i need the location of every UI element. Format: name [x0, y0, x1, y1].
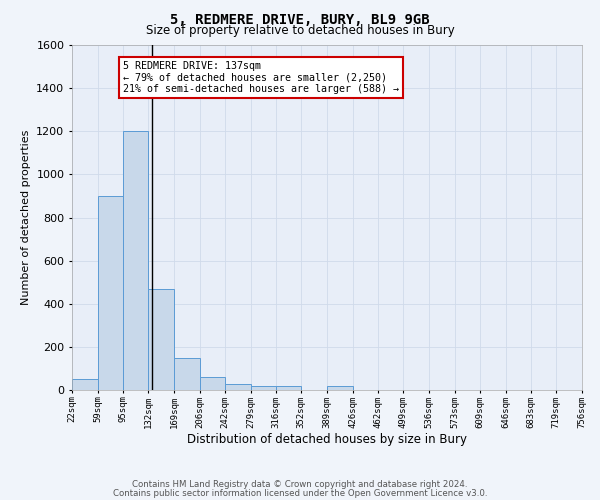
Bar	[174, 358, 200, 390]
Bar	[148, 288, 174, 390]
Text: Contains HM Land Registry data © Crown copyright and database right 2024.: Contains HM Land Registry data © Crown c…	[132, 480, 468, 489]
Bar	[98, 196, 123, 390]
X-axis label: Distribution of detached houses by size in Bury: Distribution of detached houses by size …	[187, 434, 467, 446]
Bar	[251, 386, 276, 390]
Text: Size of property relative to detached houses in Bury: Size of property relative to detached ho…	[146, 24, 454, 37]
Text: Contains public sector information licensed under the Open Government Licence v3: Contains public sector information licen…	[113, 489, 487, 498]
Y-axis label: Number of detached properties: Number of detached properties	[20, 130, 31, 305]
Text: 5, REDMERE DRIVE, BURY, BL9 9GB: 5, REDMERE DRIVE, BURY, BL9 9GB	[170, 12, 430, 26]
Bar	[72, 379, 98, 390]
Bar	[225, 384, 251, 390]
Bar	[327, 386, 353, 390]
Bar	[276, 386, 301, 390]
Bar	[123, 131, 148, 390]
Text: 5 REDMERE DRIVE: 137sqm
← 79% of detached houses are smaller (2,250)
21% of semi: 5 REDMERE DRIVE: 137sqm ← 79% of detache…	[123, 60, 399, 94]
Bar	[200, 377, 225, 390]
